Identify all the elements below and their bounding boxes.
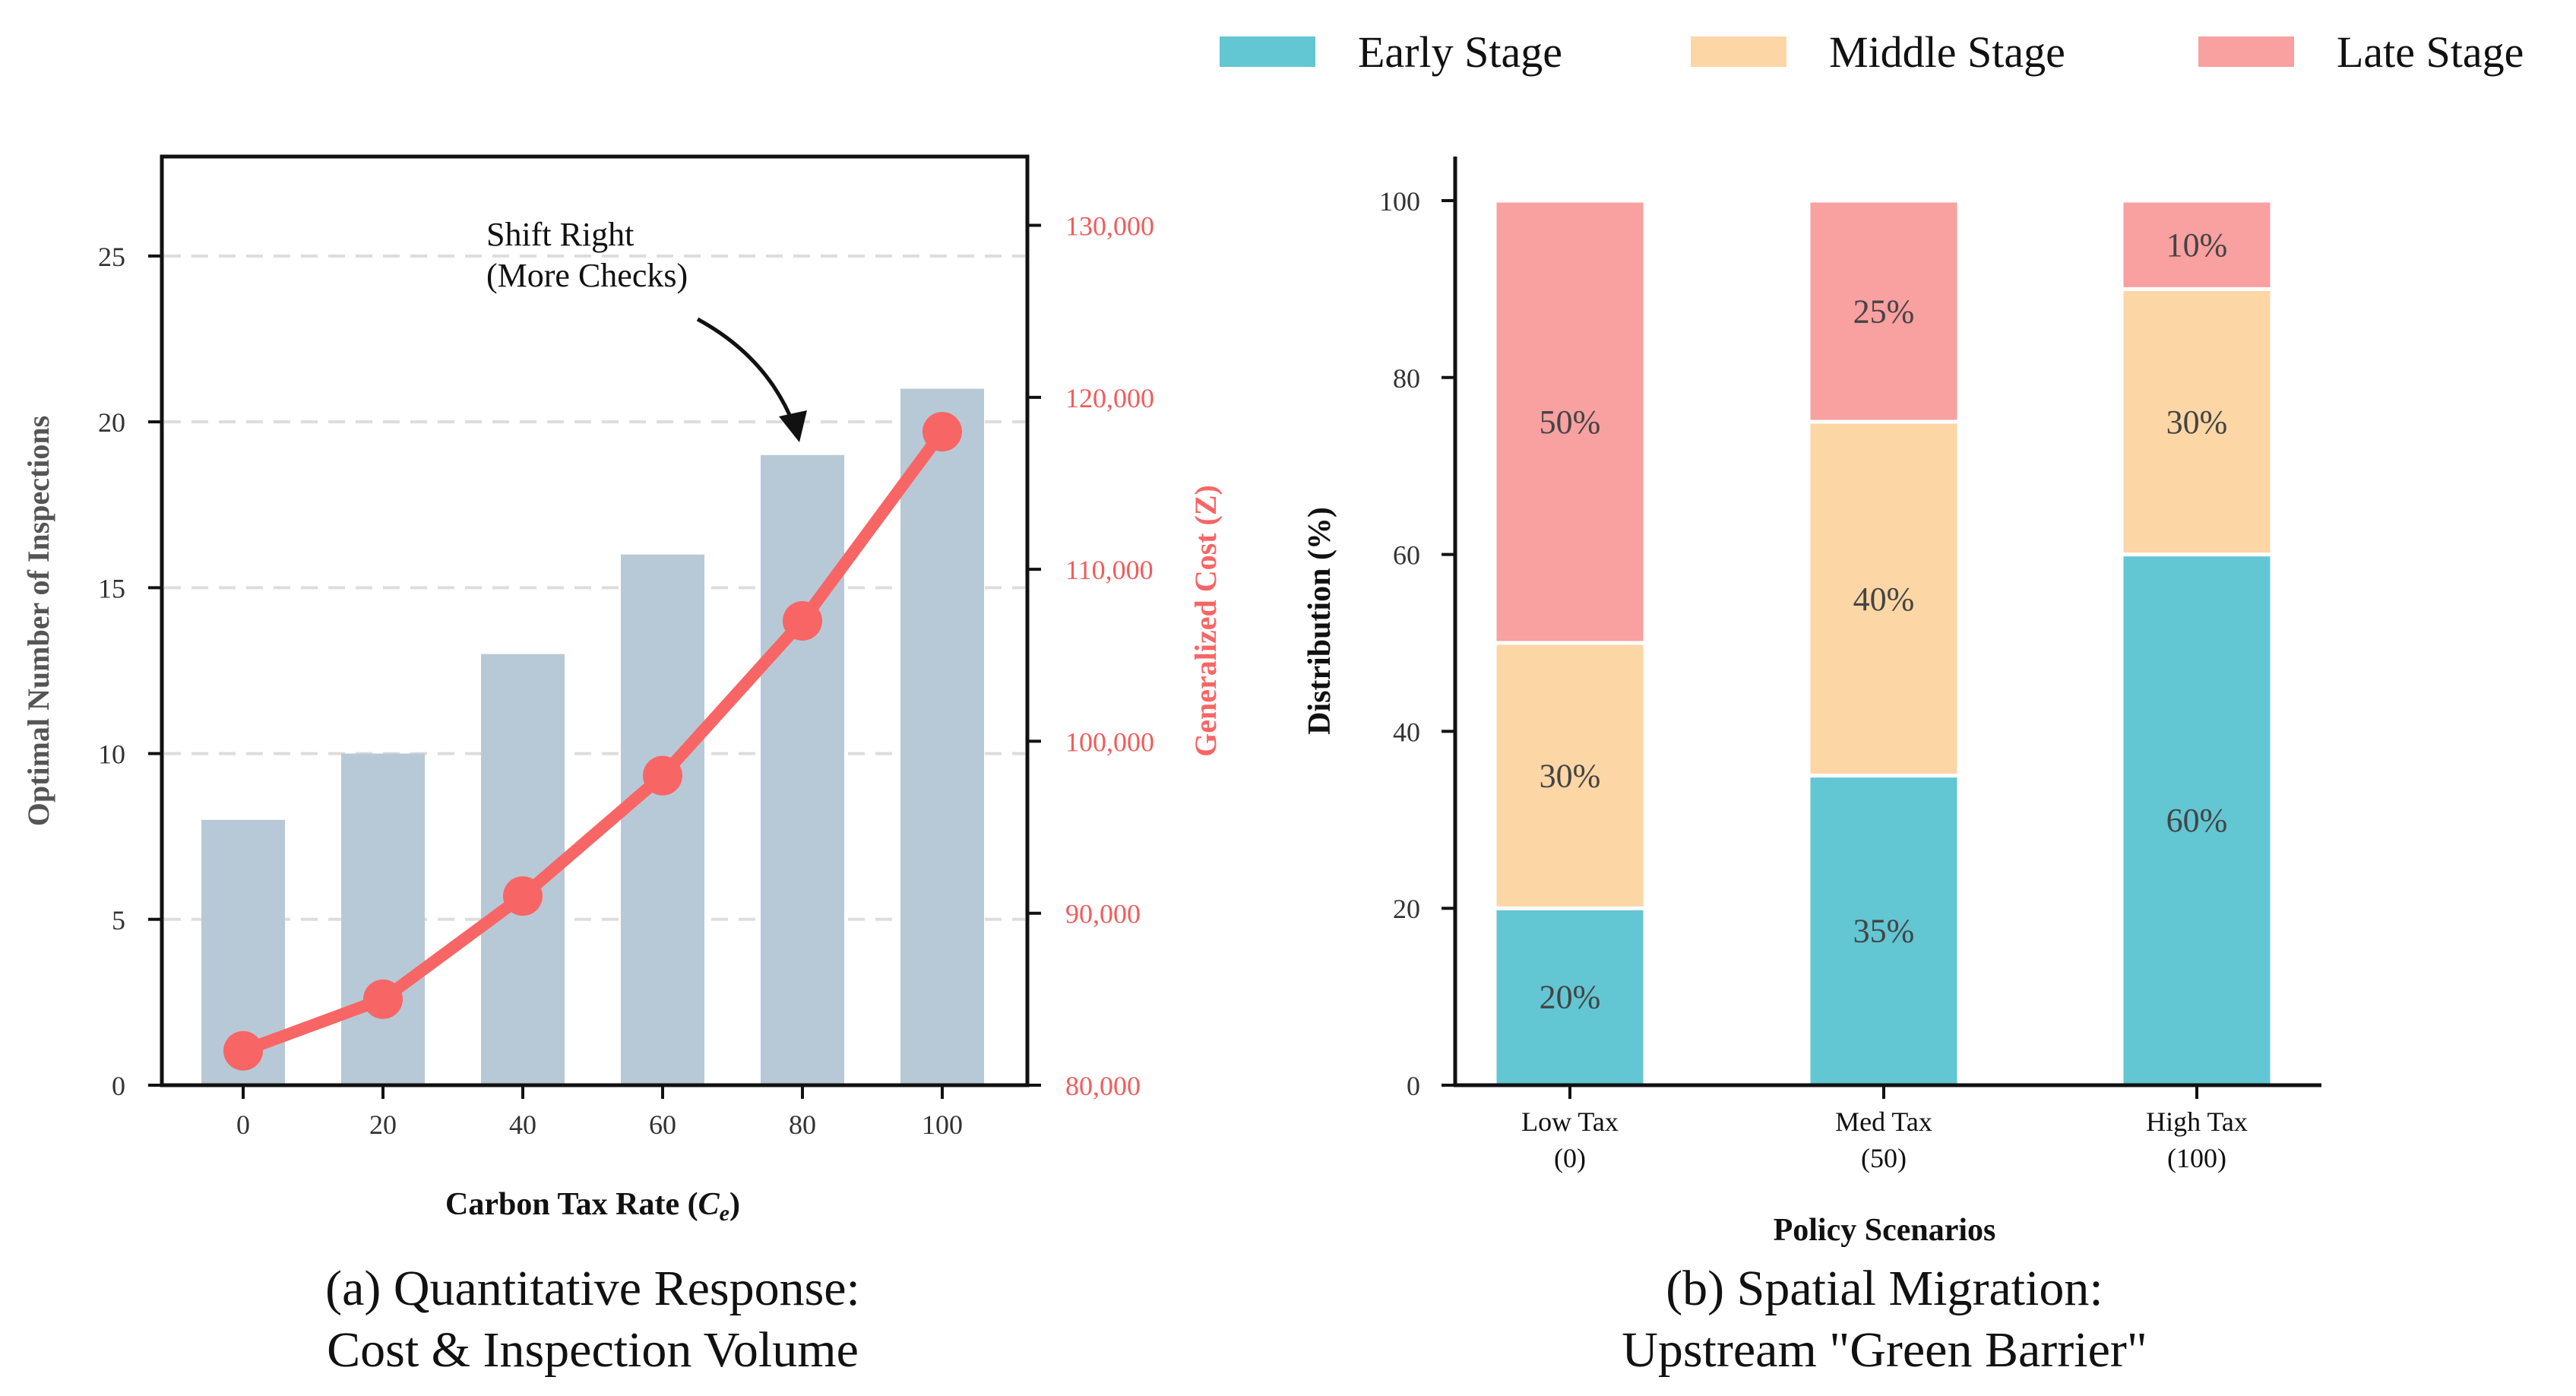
segment-label: 30% [2166, 404, 2228, 441]
cost-line [237, 426, 948, 1057]
panel-a-title: (a) Quantitative Response: [325, 1261, 860, 1316]
right-tick-label: 110,000 [1065, 555, 1154, 585]
stacked-segment-late-stage [1492, 198, 1647, 645]
panel-b-x-axis-title: Policy Scenarios [1774, 1213, 1996, 1248]
panel-b-subtitle: Upstream "Green Barrier" [1622, 1322, 2147, 1378]
x-tick-label: 40 [509, 1110, 536, 1140]
cost-point [643, 755, 682, 796]
y-tick-label: 40 [1393, 717, 1420, 747]
right-tick-label: 80,000 [1065, 1071, 1141, 1101]
x-tick-label: 100 [922, 1110, 963, 1140]
panel-a-right-axis-title: Generalized Cost (Z) [1188, 485, 1223, 757]
panel-a-left-ticks: 0 5 10 15 20 25 [98, 242, 162, 1101]
segment-label: 10% [2166, 226, 2228, 264]
stacked-segment-early-stage [1492, 906, 1647, 1087]
right-tick-label: 100,000 [1065, 726, 1154, 757]
cost-point [783, 601, 822, 641]
x-category-label: Med Tax [1835, 1106, 1932, 1137]
stacked-segment-middle-stage [2119, 286, 2274, 557]
legend-label: Middle Stage [1829, 27, 2065, 77]
panel-b-y-ticks: 0 20 40 60 80 100 [1379, 186, 1455, 1101]
panel-b-title: (b) Spatial Migration: [1666, 1261, 2103, 1316]
segment-label: 50% [1540, 404, 1601, 441]
panel-a-frame [160, 154, 1030, 1087]
legend-swatch-early-stage [1220, 36, 1315, 67]
panel-a-bars [201, 388, 984, 1085]
left-tick-label: 20 [98, 407, 125, 438]
segment-label: 40% [1853, 581, 1915, 618]
panel-a-right-ticks: 80,000 90,000 100,000 110,000 120,000 130,000 [1027, 211, 1154, 1101]
panel-b-x-ticks: Low Tax (0) Med Tax (50) High Tax (100) [1521, 1085, 2248, 1173]
panel-b-chart: 20% 30% 50% 35% 40% 25% 60% 30% 10% 0 20 40 60 80 100… [1302, 157, 2321, 1378]
right-tick-label: 130,000 [1065, 211, 1154, 242]
panel-a-left-axis-title: Optimal Number of Inspections [21, 416, 55, 826]
panel-a-x-axis-title: Carbon Tax Rate (Ce) [445, 1187, 740, 1226]
x-tick-label: 20 [369, 1110, 397, 1140]
x-category-sublabel: (0) [1554, 1143, 1586, 1173]
x-category-label: High Tax [2146, 1106, 2248, 1137]
inspection-bar [761, 454, 844, 1085]
annotation-text: Shift Right [486, 216, 634, 253]
panel-b-bars: 20% 30% 50% 35% 40% 25% 60% 30% 10% [1492, 198, 2274, 1087]
x-category-sublabel: (50) [1861, 1143, 1907, 1173]
segment-label: 20% [1540, 979, 1601, 1016]
y-tick-label: 100 [1379, 186, 1420, 217]
stacked-segment-late-stage [2119, 198, 2274, 291]
inspection-bar [341, 753, 425, 1085]
inspection-bar [900, 388, 984, 1085]
stacked-segment-late-stage [1806, 198, 1961, 424]
x-category-sublabel: (100) [2167, 1143, 2226, 1173]
y-tick-label: 0 [1407, 1071, 1420, 1101]
x-tick-label: 60 [649, 1110, 676, 1140]
panel-a-x-ticks: 0 20 40 60 80 100 [236, 1085, 963, 1140]
annotation-arrowhead [779, 410, 807, 442]
x-tick-label: 0 [236, 1110, 250, 1140]
x-category-label: Low Tax [1521, 1106, 1619, 1137]
stacked-segment-middle-stage [1806, 419, 1961, 778]
panel-a-chart: 0 5 10 15 20 25 80,000 90,000 100,000 110,000 120… [21, 154, 1223, 1378]
cost-point [223, 1030, 263, 1071]
cost-point [363, 979, 403, 1019]
panel-b-y-axis-title: Distribution (%) [1302, 507, 1337, 735]
panel-a-grid [164, 254, 1025, 921]
segment-label: 25% [1853, 293, 1915, 331]
segment-label: 30% [1540, 758, 1601, 795]
panel-a-subtitle: Cost & Inspection Volume [327, 1322, 859, 1378]
left-tick-label: 10 [98, 739, 125, 770]
right-tick-label: 120,000 [1065, 383, 1154, 413]
right-tick-label: 90,000 [1065, 899, 1141, 929]
legend-label: Late Stage [2337, 27, 2524, 77]
left-tick-label: 25 [98, 242, 125, 272]
inspection-bar [621, 554, 704, 1085]
y-tick-label: 80 [1393, 363, 1420, 394]
segment-label: 60% [2166, 802, 2228, 839]
legend-swatch-middle-stage [1691, 36, 1786, 67]
annotation-arrow [696, 317, 796, 426]
cost-point [503, 876, 543, 916]
stacked-segment-early-stage [2119, 552, 2274, 1087]
panel-a-cost-line [223, 412, 962, 1071]
x-tick-label: 80 [789, 1110, 816, 1140]
y-tick-label: 60 [1393, 540, 1420, 571]
y-tick-label: 20 [1393, 894, 1420, 924]
left-tick-label: 15 [98, 573, 125, 603]
legend-swatch-late-stage [2198, 36, 2294, 67]
left-tick-label: 5 [112, 905, 125, 935]
left-tick-label: 0 [112, 1071, 125, 1101]
segment-label: 35% [1853, 912, 1915, 949]
annotation-text-line2: (More Checks) [486, 257, 688, 294]
legend: Early Stage Middle Stage Late Stage [1220, 27, 2524, 77]
legend-label: Early Stage [1358, 27, 1562, 77]
cost-point [922, 412, 962, 452]
